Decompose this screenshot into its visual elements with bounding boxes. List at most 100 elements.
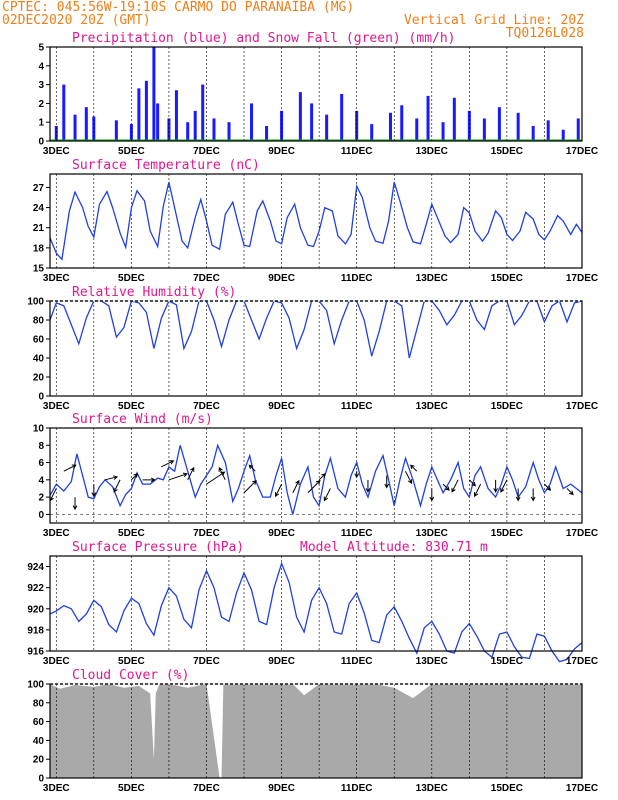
x-tick-label: 5DEC — [118, 528, 145, 539]
x-tick-label: 7DEC — [193, 528, 220, 539]
precip-bar — [280, 110, 284, 141]
precip-bar — [452, 97, 456, 141]
precip-bar — [388, 112, 392, 141]
x-tick-label: 5DEC — [118, 783, 145, 794]
y-tick-label: 24 — [33, 203, 45, 214]
precip-bar — [212, 118, 216, 141]
x-tick-label: 9DEC — [268, 273, 295, 284]
x-tick-label: 9DEC — [268, 783, 295, 794]
precip-bar — [167, 118, 171, 141]
wind-vector — [91, 484, 97, 498]
y-tick-label: 4 — [38, 61, 44, 72]
x-tick-label: 15DEC — [491, 656, 523, 667]
precip-bar — [340, 94, 344, 141]
y-tick-label: 100 — [27, 680, 44, 691]
wind-vector — [429, 488, 435, 502]
pressure-series-line — [49, 561, 583, 663]
y-tick-label: 40 — [33, 354, 45, 365]
precip-bar — [152, 47, 156, 141]
wind-vector — [248, 464, 256, 472]
x-tick-label: 7DEC — [193, 783, 220, 794]
x-tick-label: 9DEC — [268, 528, 295, 539]
x-tick-label: 3DEC — [43, 401, 70, 412]
x-tick-label: 7DEC — [193, 146, 220, 157]
y-tick-label: 21 — [33, 223, 45, 234]
precip-bar — [265, 125, 269, 141]
x-tick-label: 15DEC — [491, 528, 523, 539]
precip-bar — [516, 112, 520, 141]
panel-frame — [49, 173, 583, 269]
y-tick-label: 20 — [33, 755, 45, 766]
y-tick-label: 922 — [27, 583, 44, 594]
x-tick-label: 11DEC — [341, 146, 373, 157]
y-tick-label: 6 — [38, 458, 44, 469]
precip-bar — [310, 103, 314, 141]
precip-bar — [186, 122, 190, 141]
x-tick-label: 13DEC — [416, 146, 448, 157]
pressure-title: Surface Pressure (hPa) — [72, 540, 244, 555]
y-tick-label: 80 — [33, 698, 45, 709]
wind-vector — [515, 488, 521, 502]
y-tick-label: 18 — [33, 243, 45, 254]
wind-vector — [113, 479, 121, 493]
wind-title: Surface Wind (m/s) — [72, 412, 213, 427]
x-tick-label: 5DEC — [118, 146, 145, 157]
x-tick-label: 13DEC — [416, 273, 448, 284]
y-tick-label: 1 — [38, 118, 44, 129]
header-model-id: TQ0126L028 — [506, 26, 584, 41]
wind-vector — [104, 475, 119, 481]
x-tick-label: 15DEC — [491, 146, 523, 157]
x-tick-label: 17DEC — [566, 783, 598, 794]
x-tick-label: 11DEC — [341, 273, 373, 284]
wind-vector — [405, 470, 413, 485]
x-tick-label: 17DEC — [566, 401, 598, 412]
x-tick-label: 17DEC — [566, 656, 598, 667]
x-tick-label: 3DEC — [43, 656, 70, 667]
panel-humidity: 0 20 40 60 80 100 3DEC 5DEC 7DEC 9DEC 11DEC 13DEC 15… — [27, 285, 598, 412]
wind-vector — [292, 479, 300, 493]
wind-vector — [218, 466, 226, 481]
wind-vector — [318, 473, 326, 481]
precip-bar — [193, 110, 197, 141]
y-tick-label: 100 — [27, 297, 44, 308]
y-tick-label: 60 — [33, 717, 45, 728]
x-tick-label: 3DEC — [43, 783, 70, 794]
precip-bar — [467, 110, 471, 141]
precip-bar — [482, 118, 486, 141]
precip-bar — [415, 118, 419, 141]
precip-bar — [370, 124, 374, 141]
wind-series-line — [49, 443, 583, 515]
x-tick-label: 5DEC — [118, 656, 145, 667]
precip-bar — [325, 114, 329, 141]
x-tick-label: 9DEC — [268, 146, 295, 157]
y-tick-label: 15 — [33, 264, 45, 275]
wind-vector — [187, 466, 195, 481]
precip-bar — [441, 122, 445, 141]
x-tick-label: 13DEC — [416, 656, 448, 667]
y-tick-label: 3 — [38, 80, 44, 91]
panel-precip: 0 1 2 3 4 5 3DEC 5DEC 7DEC 9DEC 11DEC 13DEC 15DEC 17D… — [38, 31, 598, 157]
y-tick-label: 0 — [38, 137, 44, 148]
header-grid-line: Vertical Grid Line: 20Z — [404, 13, 584, 28]
x-tick-label: 11DEC — [341, 401, 373, 412]
y-tick-label: 40 — [33, 736, 45, 747]
precip-bar — [531, 125, 535, 141]
x-tick-label: 3DEC — [43, 146, 70, 157]
x-tick-label: 5DEC — [118, 273, 145, 284]
y-tick-label: 920 — [27, 604, 44, 615]
y-tick-label: 924 — [27, 562, 44, 573]
x-tick-label: 7DEC — [193, 401, 220, 412]
panel-frame — [49, 46, 583, 142]
precip-bar — [144, 80, 148, 141]
panel-pressure: 916 918 920 922 924 3DEC 5DEC 7DEC 9DEC 11DEC 13DE… — [27, 540, 598, 667]
precip-bar — [137, 88, 141, 141]
x-tick-label: 9DEC — [268, 401, 295, 412]
precip-bar — [73, 114, 77, 141]
humidity-series-line — [49, 300, 583, 359]
y-tick-label: 2 — [38, 493, 44, 504]
precip-bar — [227, 122, 231, 141]
precip-bar — [497, 107, 501, 141]
x-tick-label: 15DEC — [491, 401, 523, 412]
wind-vector — [468, 479, 477, 487]
wind-vector — [307, 480, 321, 494]
